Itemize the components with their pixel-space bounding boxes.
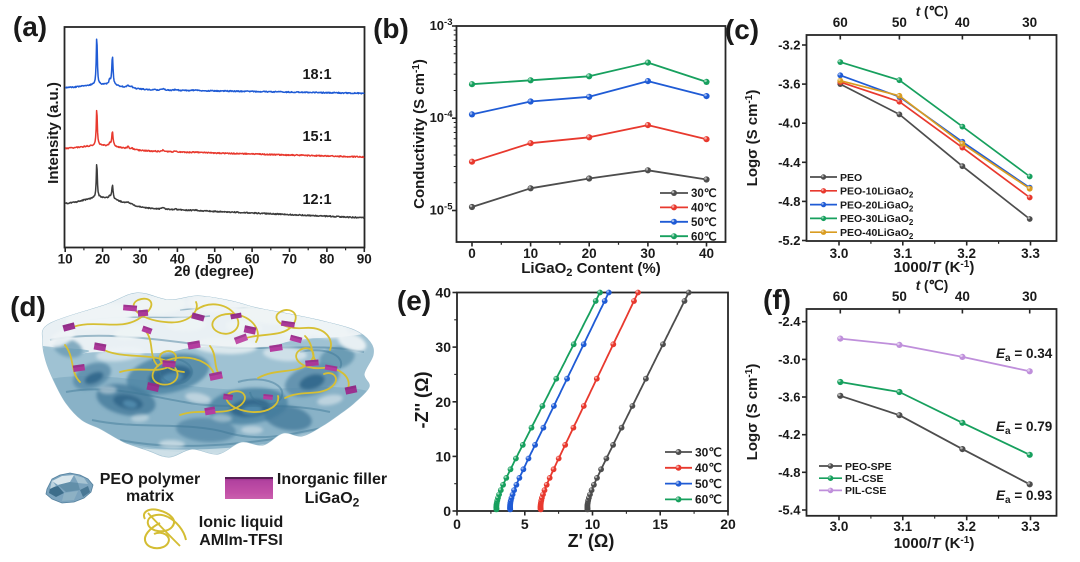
svg-text:3.0: 3.0 [830,246,849,261]
svg-text:30: 30 [132,252,147,267]
svg-text:40℃: 40℃ [691,202,717,215]
svg-text:Intensity (a.u.): Intensity (a.u.) [45,82,62,184]
svg-text:10: 10 [58,252,73,267]
svg-text:(e): (e) [397,285,431,316]
svg-text:-2.4: -2.4 [778,314,801,329]
svg-text:(b): (b) [373,13,409,44]
svg-text:matrix: matrix [126,488,174,505]
svg-text:2θ (degree): 2θ (degree) [174,263,254,280]
svg-text:-4.8: -4.8 [778,194,800,209]
svg-text:10: 10 [435,448,451,464]
svg-text:0: 0 [453,516,461,532]
svg-text:30℃: 30℃ [695,445,722,459]
svg-text:30: 30 [640,246,655,261]
svg-text:3.0: 3.0 [830,519,849,534]
svg-text:30: 30 [1022,15,1037,30]
svg-text:70: 70 [282,252,297,267]
svg-text:LiGaO2 Content (%): LiGaO2 Content (%) [521,260,660,279]
svg-text:-4.8: -4.8 [778,465,800,480]
svg-text:PL-CSE: PL-CSE [845,473,884,485]
svg-text:30: 30 [435,339,451,355]
svg-text:Conductivity (S cm-1): Conductivity (S cm-1) [411,59,428,209]
svg-text:-3.6: -3.6 [778,390,800,405]
svg-text:PEO: PEO [840,172,862,184]
svg-text:20: 20 [435,394,451,410]
svg-text:40: 40 [435,285,451,301]
svg-text:-4.4: -4.4 [778,155,801,170]
svg-text:10: 10 [523,246,538,261]
svg-text:40℃: 40℃ [695,461,722,475]
svg-text:PEO-SPE: PEO-SPE [845,461,892,473]
svg-text:Ea = 0.79: Ea = 0.79 [996,419,1052,437]
svg-text:20: 20 [582,246,597,261]
svg-text:3.3: 3.3 [1021,519,1040,534]
svg-text:-5.2: -5.2 [778,233,800,248]
svg-text:30℃: 30℃ [691,187,717,200]
svg-text:3.1: 3.1 [893,246,912,261]
svg-text:0: 0 [443,503,451,519]
svg-text:(f): (f) [763,284,791,315]
svg-text:40: 40 [955,289,970,304]
svg-text:50: 50 [892,15,907,30]
svg-text:60℃: 60℃ [695,493,722,507]
svg-text:PEO polymer: PEO polymer [100,471,200,488]
svg-text:1000/T (K-1): 1000/T (K-1) [894,535,975,552]
svg-text:t (℃): t (℃) [916,4,948,19]
svg-text:3.1: 3.1 [893,519,912,534]
svg-text:50: 50 [207,252,222,267]
svg-text:-3.0: -3.0 [778,352,800,367]
svg-text:Ea = 0.34: Ea = 0.34 [996,346,1053,364]
svg-text:Logσ (S cm-1): Logσ (S cm-1) [744,364,761,461]
svg-text:40: 40 [955,15,970,30]
svg-text:3.2: 3.2 [957,246,976,261]
svg-text:Logσ (S cm-1): Logσ (S cm-1) [744,90,761,187]
svg-text:-3.2: -3.2 [778,38,800,53]
svg-text:60: 60 [833,15,848,30]
svg-text:3.2: 3.2 [957,519,976,534]
svg-text:18:1: 18:1 [302,67,331,83]
svg-text:10: 10 [585,516,601,532]
svg-text:15: 15 [652,516,668,532]
svg-text:(d): (d) [10,291,46,322]
svg-text:1000/T (K-1): 1000/T (K-1) [894,259,975,276]
svg-text:0: 0 [468,246,476,261]
svg-text:15:1: 15:1 [302,129,331,145]
svg-text:20: 20 [95,252,110,267]
svg-text:60℃: 60℃ [691,230,717,243]
svg-text:5: 5 [521,516,529,532]
svg-text:50℃: 50℃ [691,216,717,229]
svg-text:AMIm-TFSI: AMIm-TFSI [199,532,283,549]
svg-text:40: 40 [170,252,185,267]
svg-text:3.3: 3.3 [1021,246,1040,261]
svg-text:PEO-20LiGaO2: PEO-20LiGaO2 [840,199,914,213]
svg-text:t (℃): t (℃) [916,278,948,293]
svg-text:(a): (a) [13,11,47,42]
svg-text:50: 50 [892,289,907,304]
svg-text:PEO-40LiGaO2: PEO-40LiGaO2 [840,227,914,241]
svg-text:20: 20 [720,516,736,532]
svg-text:-4.2: -4.2 [778,427,800,442]
svg-text:12:1: 12:1 [302,192,331,208]
svg-text:-4.0: -4.0 [778,116,800,131]
svg-text:Ea = 0.93: Ea = 0.93 [996,488,1053,506]
svg-text:(c): (c) [725,14,759,45]
svg-text:60: 60 [245,252,260,267]
svg-text:Ionic liquid: Ionic liquid [199,514,283,531]
svg-text:-3.6: -3.6 [778,77,800,92]
svg-text:-Z'' (Ω): -Z'' (Ω) [412,372,432,429]
svg-text:-5.4: -5.4 [778,503,801,518]
svg-text:80: 80 [319,252,334,267]
svg-text:50℃: 50℃ [695,477,722,491]
svg-text:PEO-30LiGaO2: PEO-30LiGaO2 [840,213,914,227]
svg-text:Z' (Ω): Z' (Ω) [568,531,615,551]
svg-text:90: 90 [357,252,372,267]
svg-text:LiGaO2: LiGaO2 [305,490,360,510]
svg-text:PIL-CSE: PIL-CSE [845,485,886,497]
svg-text:30: 30 [1022,289,1037,304]
svg-text:PEO-10LiGaO2: PEO-10LiGaO2 [840,186,914,200]
svg-text:40: 40 [699,246,714,261]
svg-text:Inorganic filler: Inorganic filler [277,471,387,488]
svg-text:60: 60 [833,289,848,304]
